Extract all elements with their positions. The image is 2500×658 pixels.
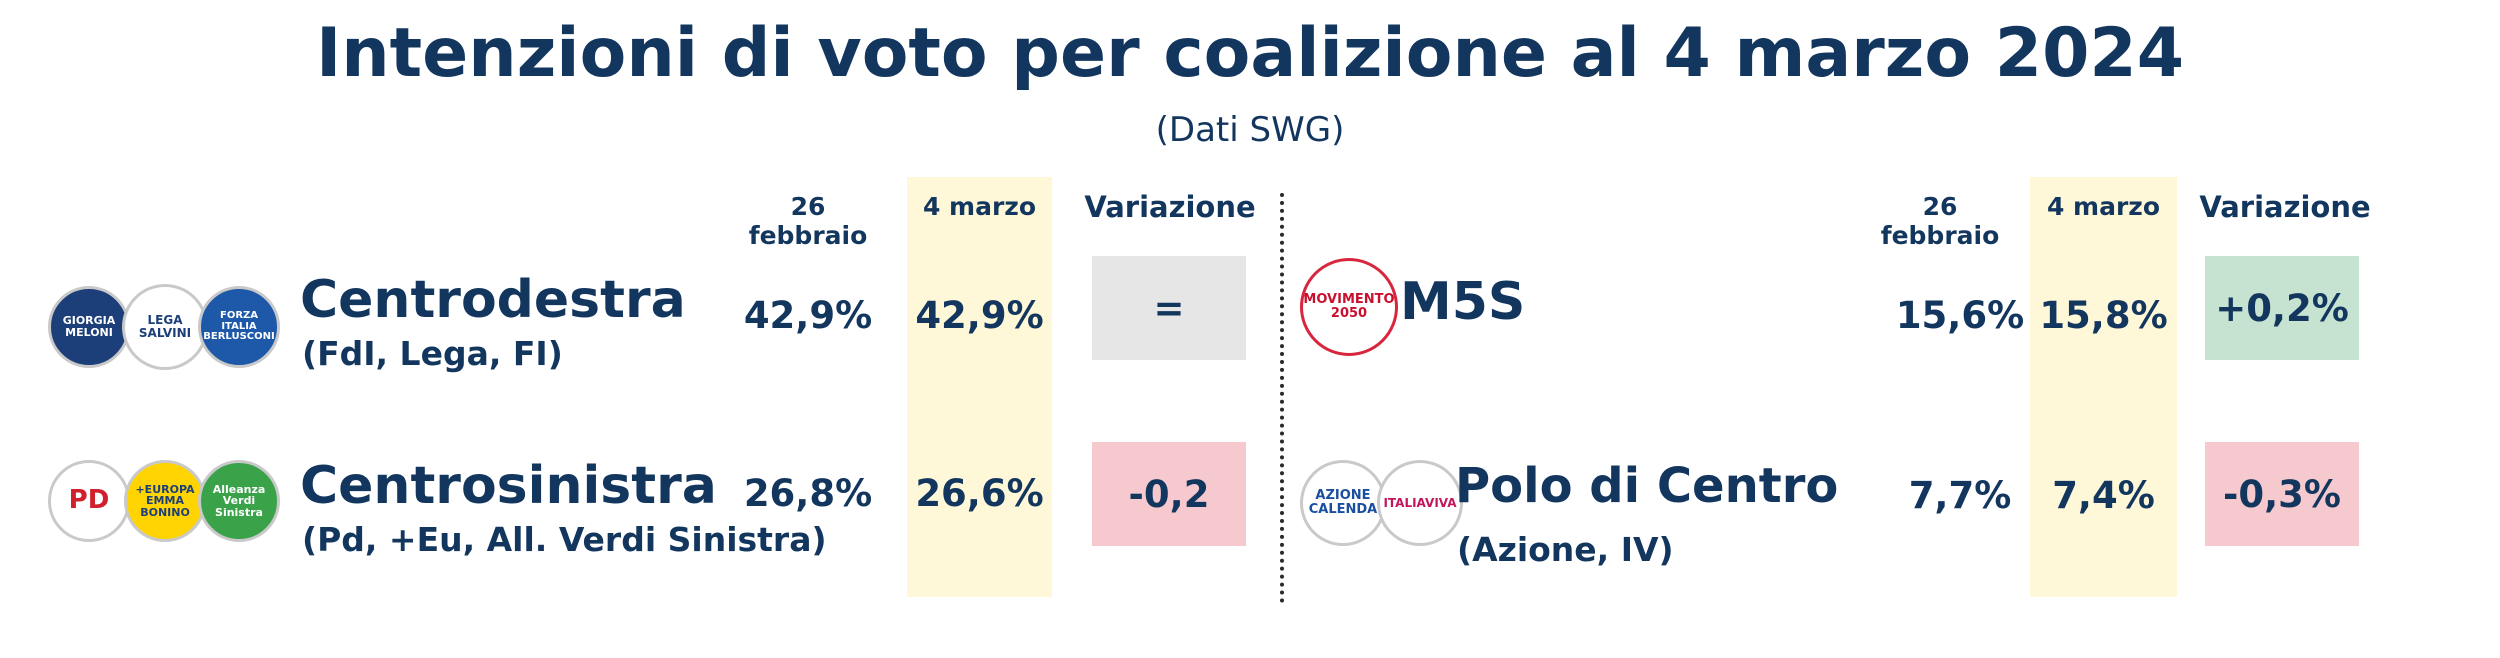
logo-text: MOVIMENTO 2050	[1303, 292, 1395, 321]
logo-text: GIORGIA MELONI	[62, 314, 116, 339]
coalition-name: Polo di Centro	[1455, 458, 1839, 514]
change-badge-positive: +0,2%	[2205, 256, 2359, 360]
header-curr-left: 4 marzo	[922, 192, 1037, 221]
value-26-febbraio: 7,7%	[1908, 474, 2012, 517]
change-badge-negative: -0,3%	[2205, 442, 2359, 546]
coalition-parties: (FdI, Lega, FI)	[302, 334, 563, 373]
alleanza-verdi-sinistra-logo-icon: Alleanza Verdi Sinistra	[198, 460, 280, 542]
page-title: Intenzioni di voto per coalizione al 4 m…	[315, 14, 2185, 93]
logo-text: Alleanza Verdi Sinistra	[212, 482, 266, 519]
logo-text: ITALIAVIVA	[1383, 495, 1457, 510]
current-column-highlight-right	[2030, 177, 2177, 597]
azione-logo-icon: AZIONE CALENDA	[1300, 460, 1386, 546]
header-prev-right: 26 febbraio	[1880, 192, 2000, 250]
coalition-row-m5s: MOVIMENTO 2050 M5S 15,6% 15,8% +0,2%	[1285, 240, 2500, 400]
header-prev-left: 26 febbraio	[748, 192, 868, 250]
column-divider	[1280, 193, 1284, 603]
piu-europa-logo-icon: +EUROPA EMMA BONINO	[124, 460, 206, 542]
value-4-marzo: 42,9%	[915, 294, 1044, 337]
logo-text: FORZA ITALIA BERLUSCONI	[203, 310, 275, 343]
current-column-highlight-left	[907, 177, 1052, 597]
value-4-marzo: 7,4%	[2052, 474, 2155, 517]
value-4-marzo: 15,8%	[2039, 294, 2168, 337]
coalition-name: Centrosinistra	[300, 456, 717, 516]
movimento-5-stelle-logo-icon: MOVIMENTO 2050	[1300, 258, 1398, 356]
page-subtitle: (Dati SWG)	[1155, 110, 1345, 150]
coalition-parties: (Pd, +Eu, All. Verdi Sinistra)	[302, 520, 827, 559]
coalition-parties: (Azione, IV)	[1457, 530, 1674, 569]
logo-text: PD	[68, 485, 110, 516]
coalition-row-polo-di-centro: AZIONE CALENDA ITALIAVIVA Polo di Centro…	[1285, 430, 2500, 600]
lega-logo-icon: LEGA SALVINI	[122, 284, 208, 370]
forza-italia-logo-icon: FORZA ITALIA BERLUSCONI	[198, 286, 280, 368]
italia-viva-logo-icon: ITALIAVIVA	[1377, 460, 1463, 546]
coalition-row-centrosinistra: PD +EUROPA EMMA BONINO Alleanza Verdi Si…	[0, 430, 1280, 600]
logo-text: AZIONE CALENDA	[1308, 488, 1378, 517]
value-26-febbraio: 26,8%	[743, 472, 873, 515]
header-var-left: Variazione	[1084, 190, 1256, 224]
value-26-febbraio: 15,6%	[1895, 294, 2025, 337]
logo-text: LEGA SALVINI	[138, 313, 192, 340]
change-badge-neutral: =	[1092, 256, 1246, 360]
coalition-name: M5S	[1400, 272, 1526, 332]
value-26-febbraio: 42,9%	[743, 294, 873, 337]
header-var-right: Variazione	[2199, 190, 2371, 224]
change-badge-negative: -0,2	[1092, 442, 1246, 546]
header-curr-right: 4 marzo	[2046, 192, 2161, 221]
value-4-marzo: 26,6%	[915, 472, 1044, 515]
coalition-row-centrodestra: GIORGIA MELONI LEGA SALVINI FORZA ITALIA…	[0, 240, 1280, 400]
logo-text: +EUROPA EMMA BONINO	[135, 482, 195, 519]
coalition-name: Centrodestra	[300, 270, 686, 330]
partito-democratico-logo-icon: PD	[48, 460, 130, 542]
fratelli-d-italia-logo-icon: GIORGIA MELONI	[48, 286, 130, 368]
